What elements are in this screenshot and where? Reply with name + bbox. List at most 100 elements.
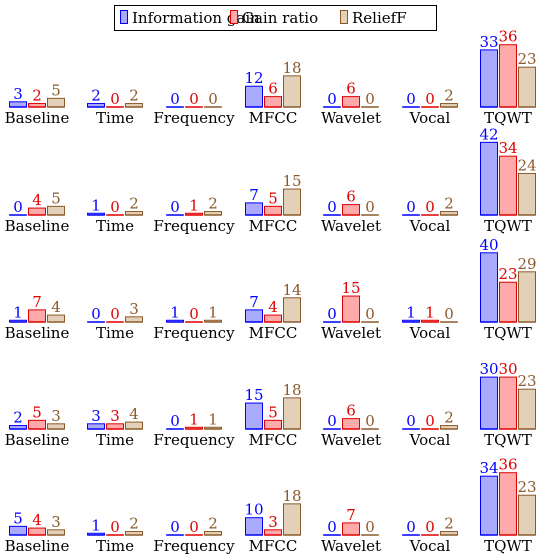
data-label: 0 (91, 305, 101, 323)
bar (342, 295, 360, 323)
data-label: 3 (268, 513, 278, 531)
category-label: MFCC (249, 324, 298, 342)
data-label: 30 (479, 360, 498, 378)
data-label: 2 (129, 87, 139, 105)
data-label: 18 (282, 487, 301, 505)
data-label: 0 (444, 305, 454, 323)
data-label: 4 (129, 405, 139, 423)
data-label: 0 (110, 90, 120, 108)
data-label: 2 (444, 515, 454, 533)
data-label: 2 (32, 87, 42, 105)
category-label: TQWT (484, 537, 532, 555)
category-label: Wavelet (321, 217, 381, 235)
data-label: 18 (282, 59, 301, 77)
data-label: 5 (51, 189, 61, 207)
category-label: TQWT (484, 324, 532, 342)
data-label: 23 (517, 372, 536, 390)
data-label: 42 (479, 125, 498, 143)
data-label: 0 (365, 198, 375, 216)
category-label: Vocal (409, 537, 451, 555)
bar (480, 376, 498, 430)
bar (342, 522, 360, 536)
data-label: 2 (208, 515, 218, 533)
category-label: Time (96, 324, 134, 342)
data-label: 34 (479, 459, 498, 477)
data-label: 0 (170, 412, 180, 430)
bar (342, 204, 360, 216)
data-label: 0 (425, 518, 435, 536)
category-label: Baseline (5, 217, 70, 235)
category-label: Time (96, 431, 134, 449)
bar (245, 517, 263, 536)
data-label: 1 (91, 516, 101, 534)
category-label: Wavelet (321, 324, 381, 342)
category-label: Vocal (409, 217, 451, 235)
data-label: 14 (282, 281, 301, 299)
legend-label: Information gain (132, 9, 260, 27)
data-label: 6 (346, 188, 356, 206)
bar (518, 494, 536, 536)
category-label: Frequency (153, 537, 235, 555)
data-label: 0 (327, 518, 337, 536)
bar (125, 421, 143, 430)
data-label: 6 (268, 80, 278, 98)
data-label: 0 (425, 412, 435, 430)
data-label: 7 (346, 506, 356, 524)
data-label: 2 (444, 195, 454, 213)
bar (499, 44, 517, 108)
data-label: 0 (365, 90, 375, 108)
bar (283, 297, 301, 323)
category-label: MFCC (249, 217, 298, 235)
data-label: 33 (479, 33, 498, 51)
bar (499, 281, 517, 323)
data-label: 2 (444, 87, 454, 105)
category-label: MFCC (249, 109, 298, 127)
data-label: 0 (406, 518, 416, 536)
bar (245, 85, 263, 108)
data-label: 5 (32, 403, 42, 421)
data-label: 15 (282, 172, 301, 190)
bar (264, 96, 282, 108)
category-label: Frequency (153, 109, 235, 127)
category-label: Time (96, 109, 134, 127)
bar (518, 66, 536, 108)
bar (9, 525, 27, 536)
category-label: TQWT (484, 217, 532, 235)
bar (283, 503, 301, 536)
data-label: 0 (406, 412, 416, 430)
bar (28, 207, 46, 216)
data-label: 0 (425, 90, 435, 108)
data-label: 2 (444, 409, 454, 427)
data-label: 6 (346, 402, 356, 420)
data-label: 3 (129, 300, 139, 318)
bar (499, 472, 517, 536)
data-label: 0 (365, 412, 375, 430)
data-label: 12 (244, 69, 263, 87)
data-label: 1 (406, 303, 416, 321)
bar (264, 314, 282, 323)
category-label: Time (96, 537, 134, 555)
data-label: 5 (268, 189, 278, 207)
category-label: Frequency (153, 324, 235, 342)
category-label: Baseline (5, 324, 70, 342)
data-label: 7 (249, 186, 259, 204)
data-label: 0 (110, 518, 120, 536)
data-label: 0 (327, 90, 337, 108)
legend-swatch (340, 10, 348, 24)
data-label: 2 (13, 409, 23, 427)
data-label: 29 (517, 255, 536, 273)
data-label: 1 (13, 303, 23, 321)
data-label: 4 (32, 511, 42, 529)
bar (480, 475, 498, 536)
bar (518, 271, 536, 323)
data-label: 1 (208, 410, 218, 428)
data-label: 2 (129, 515, 139, 533)
data-label: 0 (110, 198, 120, 216)
data-label: 1 (189, 410, 199, 428)
